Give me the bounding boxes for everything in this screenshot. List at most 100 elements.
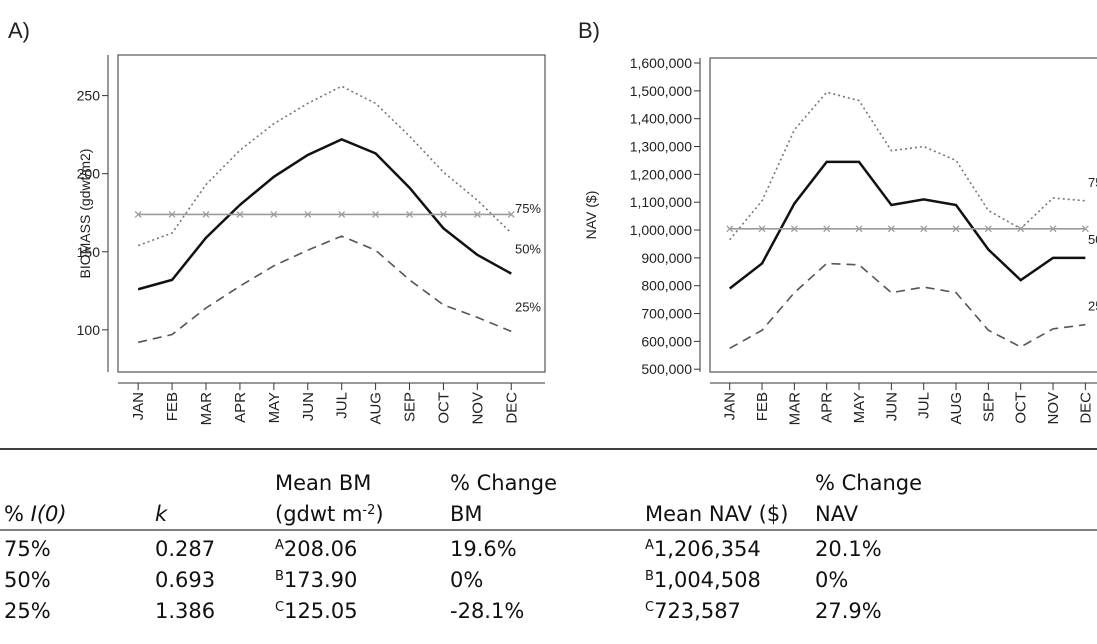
series-line xyxy=(137,85,512,247)
cell-part: 208.06 xyxy=(284,537,357,561)
series-label: 25% xyxy=(515,299,541,314)
table: % I(0) k Mean BM (gdwt m-2) % Change BM Mean N… xyxy=(0,448,1097,623)
x-marker xyxy=(406,211,413,218)
y-tick-label: 1,200,000 xyxy=(630,166,692,182)
table-cell: 1.386 xyxy=(155,599,215,623)
y-tick-label: 1,300,000 xyxy=(630,139,692,155)
x-tick-label: MAY xyxy=(851,392,868,423)
cell-part: 125.05 xyxy=(284,599,357,623)
table-cell: B1,004,508 xyxy=(645,568,761,592)
table-cell: 0% xyxy=(815,568,848,592)
cell-part: -2 xyxy=(362,503,375,518)
series-label: 50% xyxy=(1088,232,1097,247)
table-cell: % I(0) xyxy=(4,502,67,526)
table-cell: 0.693 xyxy=(155,568,215,592)
x-tick-label: AUG xyxy=(368,392,385,425)
table-cell: B173.90 xyxy=(275,568,357,592)
cell-part: % xyxy=(4,502,31,526)
table-cell: % Change xyxy=(815,471,922,495)
panel-label: A) xyxy=(8,18,30,43)
series-line xyxy=(137,137,512,291)
x-tick-label: JUN xyxy=(300,392,317,421)
x-marker xyxy=(790,225,798,233)
cell-part: NAV xyxy=(815,502,859,526)
x-tick-label: JAN xyxy=(130,392,147,420)
series-label: 75% xyxy=(515,201,541,216)
x-marker xyxy=(236,211,244,218)
cell-part: 723,587 xyxy=(654,599,741,623)
table-cell: BM xyxy=(450,502,483,526)
x-marker xyxy=(758,225,766,233)
x-marker xyxy=(168,211,176,218)
table-cell: A208.06 xyxy=(275,537,357,561)
y-tick-label: 1,000,000 xyxy=(630,222,692,238)
table-cell: Mean BM xyxy=(275,471,371,495)
x-marker xyxy=(473,211,481,218)
x-tick-label: NOV xyxy=(1045,392,1062,425)
y-tick-label: 100 xyxy=(77,322,101,338)
plot-frame xyxy=(709,57,1097,373)
x-tick-label: DEC xyxy=(503,392,520,424)
table-cell: -28.1% xyxy=(450,599,524,623)
cell-part: 1,004,508 xyxy=(654,568,761,592)
cell-part: A xyxy=(645,538,654,553)
x-tick-label: MAR xyxy=(786,392,803,426)
series-line xyxy=(728,160,1086,290)
x-marker xyxy=(984,225,992,233)
cell-part: B xyxy=(645,569,654,584)
series-label: 50% xyxy=(515,242,541,257)
series-line xyxy=(729,91,1086,241)
y-tick-label: 200 xyxy=(77,166,101,182)
table-cell: 75% xyxy=(4,537,51,561)
cell-part: (gdwt m xyxy=(275,502,362,526)
x-marker xyxy=(855,225,863,233)
charts: A) BIOMASS (gdwt/m2) 100 150 200 250 JAN FEB MAR… xyxy=(8,18,1097,425)
y-tick-label: 700,000 xyxy=(641,306,692,322)
x-tick-label: JAN xyxy=(722,392,739,420)
x-tick-label: FEB xyxy=(754,392,771,421)
x-marker xyxy=(1017,225,1025,233)
table-cell: C723,587 xyxy=(645,599,741,623)
table-cell: k xyxy=(155,502,168,526)
table-cell: A1,206,354 xyxy=(645,537,761,561)
x-tick-label: FEB xyxy=(164,392,181,421)
x-tick-label: MAY xyxy=(266,392,283,423)
table-cell: 0% xyxy=(450,568,483,592)
y-tick-label: 1,500,000 xyxy=(630,83,692,99)
cell-part: C xyxy=(275,600,284,615)
y-tick-label: 150 xyxy=(77,244,101,260)
cell-part: k xyxy=(155,502,168,526)
cell-part: 173.90 xyxy=(284,568,357,592)
y-tick-label: 1,600,000 xyxy=(630,55,692,71)
y-tick-label: 250 xyxy=(77,88,101,104)
table-cell: Mean NAV ($) xyxy=(645,502,788,526)
panel-label: B) xyxy=(578,18,600,43)
x-marker xyxy=(952,225,960,233)
cell-part: A xyxy=(275,538,284,553)
x-marker xyxy=(372,211,380,218)
plot-frame xyxy=(117,54,546,373)
cell-part: ) xyxy=(375,502,383,526)
table-cell: 0.287 xyxy=(155,537,215,561)
table-cell: 19.6% xyxy=(450,537,517,561)
y-tick-label: 900,000 xyxy=(641,250,692,266)
table-cell: 50% xyxy=(4,568,51,592)
series-label: 25% xyxy=(1088,299,1097,314)
series-label: 75% xyxy=(1088,175,1097,190)
table-cell: 27.9% xyxy=(815,599,882,623)
x-marker xyxy=(920,225,928,233)
x-marker xyxy=(134,211,142,218)
table-cell: NAV xyxy=(815,502,859,526)
table-cell: 20.1% xyxy=(815,537,882,561)
x-tick-label: AUG xyxy=(948,392,965,425)
y-tick-label: 1,100,000 xyxy=(630,194,692,210)
x-marker xyxy=(440,211,447,218)
table-cell: C125.05 xyxy=(275,599,358,623)
x-marker xyxy=(1081,225,1089,233)
x-tick-label: OCT xyxy=(1013,392,1030,424)
cell-part: B xyxy=(275,569,284,584)
x-tick-label: JUL xyxy=(334,392,351,419)
x-marker xyxy=(823,225,831,233)
x-tick-label: JUN xyxy=(883,392,900,421)
